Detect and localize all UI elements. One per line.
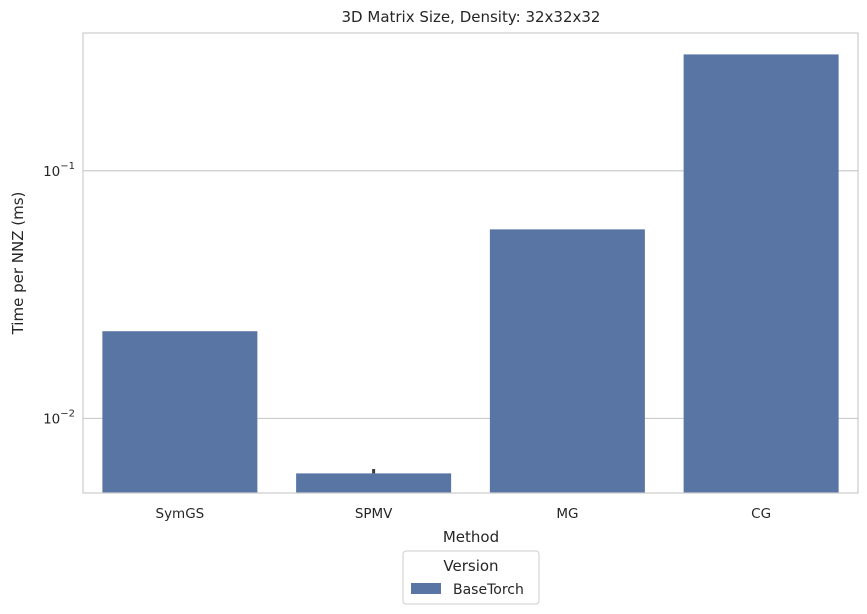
y-tick-labels: 10−1 10−2 [43,161,75,428]
bar-symgs [102,331,258,493]
chart-title: 3D Matrix Size, Density: 32x32x32 [342,8,601,26]
legend-title: Version [443,557,498,575]
x-tick-labels: SymGS SPMV MG CG [156,506,772,522]
y-tick-label: 10−1 [43,161,75,180]
legend: Version BaseTorch [402,550,540,605]
plot-frame [82,32,859,494]
x-tick-label: CG [751,506,771,522]
bar-mg [489,229,645,493]
x-axis-label: Method [443,528,499,546]
x-tick-label: SymGS [156,506,205,522]
bar-spmv [296,473,452,493]
bars [102,54,839,493]
x-tick-label: MG [556,506,578,522]
y-axis-label: Time per NNZ (ms) [9,192,27,336]
legend-entry-label: BaseTorch [453,582,524,598]
y-tick-label: 10−2 [43,408,75,427]
legend-swatch [411,583,441,594]
x-tick-label: SPMV [355,506,393,522]
bar-cg [683,54,839,493]
